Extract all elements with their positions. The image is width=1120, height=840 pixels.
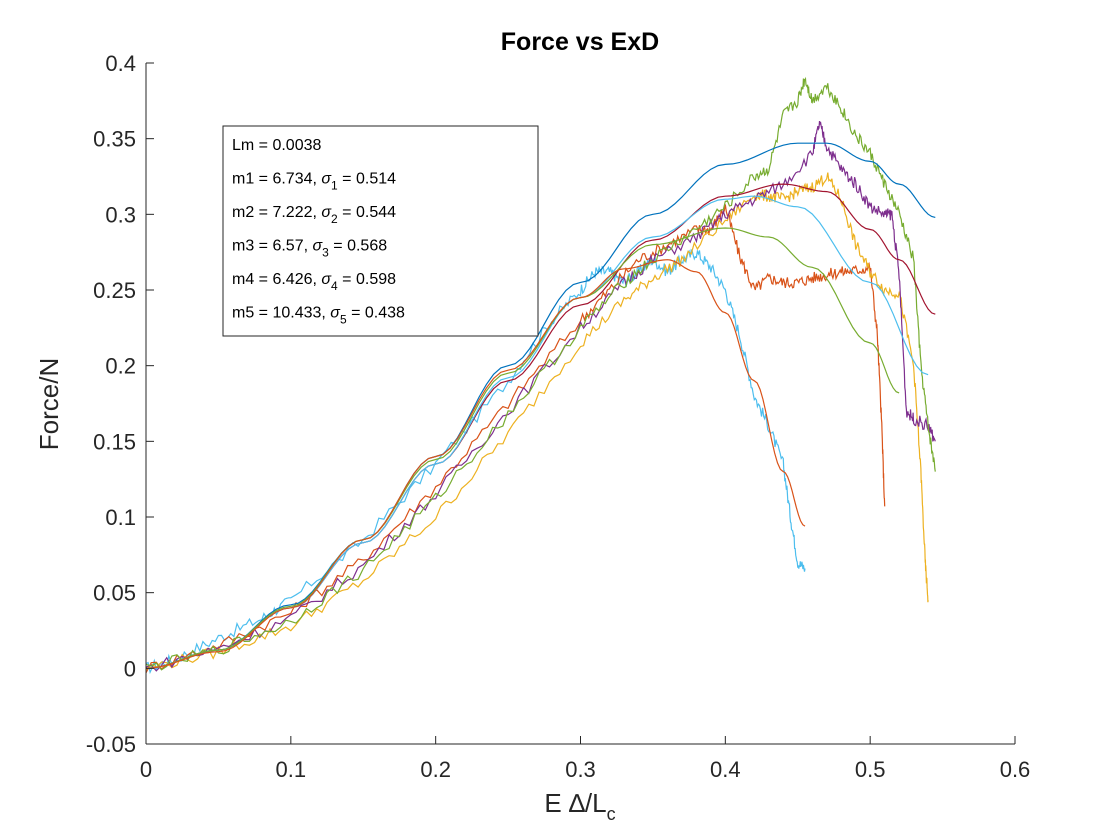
fit-curve-10 [145, 259, 806, 669]
sigma-subscript: 1 [331, 179, 338, 193]
sigma-subscript: 3 [322, 246, 329, 260]
annotation-box-border [222, 125, 539, 337]
sigma-subscript: 5 [340, 313, 347, 327]
sigma-value: = 0.544 [338, 204, 396, 221]
y-tick-label: 0.25 [93, 278, 136, 303]
annotation-line-6: m5 = 10.433, σ5 = 0.438 [232, 305, 405, 327]
measured-line-2 [145, 204, 886, 674]
annotation-line-1: Lm = 0.0038 [232, 137, 322, 154]
plot-lines [145, 76, 936, 675]
sigma-symbol: σ [330, 305, 341, 322]
chart-title: Force vs ExD [501, 28, 659, 56]
measured-line-3 [145, 172, 929, 671]
annotation-param: m5 = 10.433, [232, 305, 330, 322]
sigma-symbol: σ [321, 271, 332, 288]
y-tick-label: 0.2 [105, 354, 136, 379]
annotation-line-2: m1 = 6.734, σ1 = 0.514 [232, 171, 396, 193]
y-tick-label: 0.05 [93, 581, 136, 606]
y-tick-label: -0.05 [86, 732, 136, 757]
x-tick-label: 0.6 [1000, 757, 1031, 782]
sigma-value: = 0.438 [347, 305, 405, 322]
y-tick-label: 0.4 [105, 51, 136, 76]
y-tick-label: 0.1 [105, 505, 136, 530]
sigma-symbol: σ [321, 204, 332, 221]
annotation-param: m2 = 7.222, [232, 204, 321, 221]
x-tick-label: 0.3 [565, 757, 596, 782]
measured-line-5 [145, 76, 936, 671]
x-tick-label: 0.5 [855, 757, 886, 782]
sigma-value: = 0.514 [338, 171, 396, 188]
x-tick-label: 0.1 [276, 757, 307, 782]
y-tick-label: 0 [124, 656, 136, 681]
sigma-value: = 0.568 [329, 238, 387, 255]
x-axis-label-main: E ∆/L [544, 788, 606, 818]
y-ticks: -0.05 0 0.05 0.1 0.15 0.2 0.25 0.3 0.35 0.4 [86, 51, 154, 757]
x-tick-label: 0 [140, 757, 152, 782]
y-tick-label: 0.35 [93, 127, 136, 152]
annotation-param: m4 = 6.426, [232, 271, 321, 288]
annotation-line-5: m4 = 6.426, σ4 = 0.598 [232, 271, 396, 293]
y-tick-label: 0.3 [105, 202, 136, 227]
y-axis-label: Force/N [34, 358, 64, 450]
x-axis-label-sub: c [607, 804, 616, 824]
measured-line-4 [145, 121, 936, 672]
x-tick-label: 0.2 [420, 757, 451, 782]
x-tick-label: 0.4 [710, 757, 741, 782]
fit-curve-6 [145, 142, 936, 669]
annotation-line-4: m3 = 6.57, σ3 = 0.568 [232, 238, 387, 260]
y-tick-label: 0.15 [93, 429, 136, 454]
sigma-value: = 0.598 [338, 271, 396, 288]
sigma-symbol: σ [321, 171, 332, 188]
sigma-subscript: 2 [331, 212, 338, 226]
x-axis-label: E ∆/Lc [544, 788, 615, 824]
annotation-param: m1 = 6.734, [232, 171, 321, 188]
sigma-subscript: 4 [331, 279, 338, 293]
annotation-line-3: m2 = 7.222, σ2 = 0.544 [232, 204, 396, 226]
sigma-symbol: σ [313, 238, 324, 255]
x-ticks: 0 0.1 0.2 0.3 0.4 0.5 0.6 [140, 736, 1030, 782]
annotation-param: m3 = 6.57, [232, 238, 313, 255]
